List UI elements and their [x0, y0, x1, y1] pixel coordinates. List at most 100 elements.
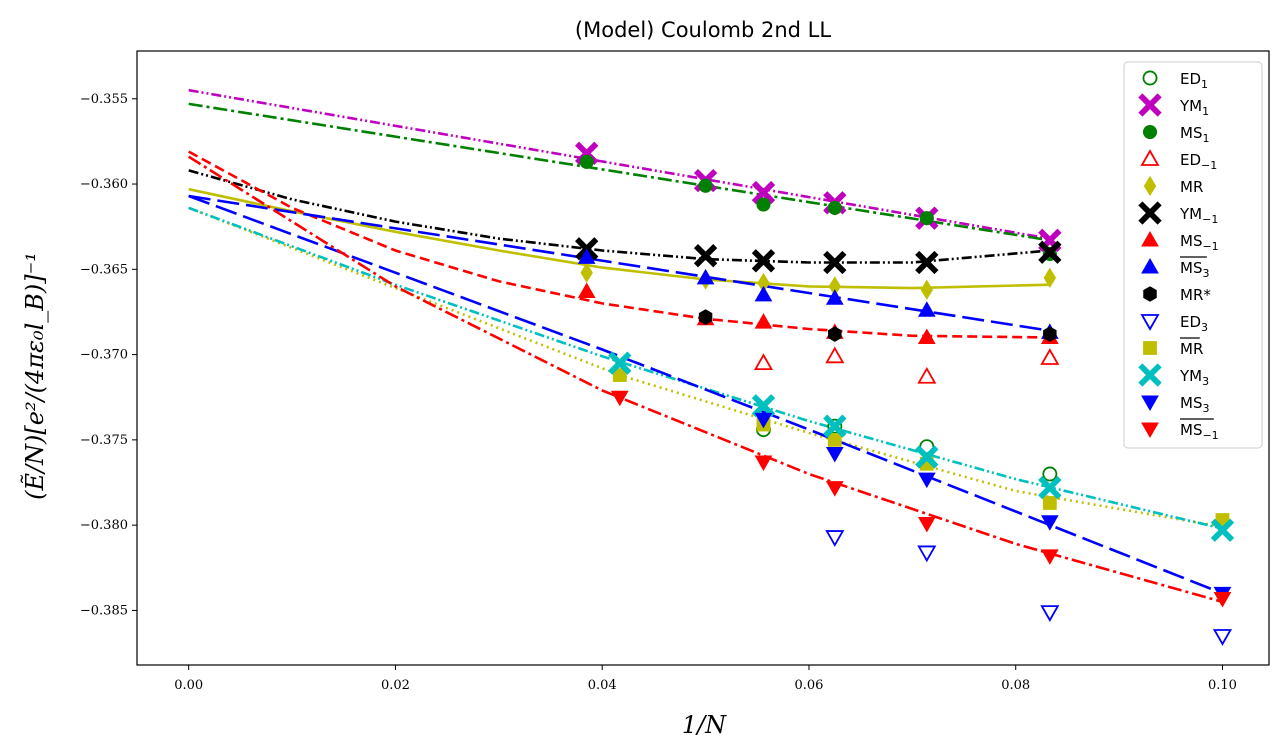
legend-label: MS3: [1180, 259, 1209, 280]
data-point: [917, 545, 937, 563]
series-8: [698, 309, 1057, 342]
data-point: [828, 326, 842, 342]
legend-entry: ED3: [1140, 313, 1208, 334]
legend-marker: [1142, 124, 1158, 140]
data-point: [917, 301, 936, 317]
legend-entry: ED−1: [1140, 149, 1217, 172]
series-13: [610, 390, 1232, 608]
legend-marker: [1143, 175, 1157, 197]
y-tick-label: −0.365: [80, 262, 128, 277]
legend-entry: YM−1: [1138, 201, 1218, 226]
data-point: [753, 353, 774, 371]
legend-label: YM1: [1179, 97, 1209, 118]
data-point: [827, 432, 842, 447]
data-point: [1043, 267, 1057, 289]
data-point: [1040, 348, 1060, 365]
x-axis: 0.00 0.02 0.04 0.06 0.08 0.10: [174, 665, 1237, 693]
legend-marker: [1141, 230, 1159, 247]
x-tick-label: 0.10: [1208, 678, 1237, 693]
data-point: [754, 412, 773, 429]
legend-entry: MS3: [1141, 256, 1209, 280]
legend-entry: ED1: [1142, 70, 1208, 91]
legend-entry: MS1: [1142, 124, 1209, 145]
legend-entry: MS−1: [1141, 230, 1219, 253]
series-1: [575, 141, 1062, 252]
data-point: [754, 313, 773, 329]
series-3: [753, 346, 1060, 384]
data-point: [693, 243, 718, 268]
fit-line-10: [188, 206, 1223, 529]
legend-entry: MS−1: [1141, 418, 1219, 442]
y-tick-label: −0.360: [80, 177, 128, 192]
legend-label: MS−1: [1180, 421, 1219, 442]
data-point: [825, 346, 845, 364]
y-axis-label: (Ẽ/N)[e²/(4πε₀l_B)]⁻¹: [20, 252, 49, 500]
legend-marker: [1143, 341, 1157, 355]
legend-marker: [1141, 257, 1159, 274]
series-6: [577, 282, 1059, 345]
data-point: [1040, 515, 1059, 531]
data-point: [1038, 240, 1062, 264]
data-point: [825, 530, 845, 547]
data-point: [1042, 466, 1058, 482]
series-9: [825, 530, 1233, 646]
data-point: [612, 368, 627, 382]
y-axis: −0.355 −0.360 −0.365 −0.370 −0.375 −0.380 −0.3…: [80, 92, 137, 618]
data-point: [577, 282, 596, 298]
data-point: [823, 250, 847, 275]
data-point: [1038, 475, 1062, 500]
legend-entry: MR: [1143, 175, 1203, 197]
fit-line-1: [188, 88, 1051, 240]
fit-line-6: [188, 150, 1050, 339]
data-point: [827, 200, 842, 215]
data-point: [917, 366, 937, 384]
legend-marker: [1138, 201, 1162, 225]
legend-entry: MS3: [1141, 394, 1209, 415]
data-point: [920, 279, 934, 300]
legend-marker: [1141, 422, 1159, 439]
legend-label: YM3: [1179, 367, 1209, 388]
data-point: [754, 455, 773, 472]
data-point: [751, 180, 776, 205]
legend-label: ED3: [1180, 313, 1208, 334]
data-point: [698, 309, 713, 325]
data-point: [1040, 549, 1059, 565]
legend-entry: YM1: [1138, 93, 1209, 118]
y-tick-label: −0.385: [80, 603, 128, 618]
data-point: [698, 178, 713, 193]
data-point: [825, 289, 844, 305]
data-point: [917, 328, 936, 345]
legend-entry: YM3: [1138, 363, 1209, 388]
legend-label: MS3: [1180, 394, 1209, 415]
data-point: [823, 414, 847, 438]
data-point: [577, 248, 596, 264]
data-point: [1040, 605, 1060, 622]
data-point: [608, 351, 632, 375]
fit-line-7: [188, 194, 1051, 332]
legend-marker: [1142, 70, 1158, 86]
legend-marker: [1138, 363, 1162, 387]
fit-line-12: [188, 194, 1223, 595]
x-axis-label: 1/N: [682, 711, 727, 739]
fit-lines: [188, 88, 1223, 604]
data-point: [825, 447, 844, 463]
fit-line-5: [188, 169, 1050, 264]
data-point: [917, 472, 936, 489]
data-point: [915, 250, 939, 275]
fit-line-13: [188, 155, 1223, 604]
data-point: [580, 262, 593, 283]
series-5: [575, 237, 1062, 275]
series-11: [608, 351, 1235, 542]
y-tick-label: −0.355: [80, 92, 128, 107]
legend-marker: [1141, 395, 1159, 412]
legend-box: [1123, 61, 1263, 449]
chart-title: (Model) Coulomb 2nd LL: [575, 18, 831, 42]
data-point: [915, 445, 939, 469]
data-point: [1210, 518, 1235, 542]
legend-label: MR*: [1180, 286, 1211, 304]
fit-line-2: [188, 102, 1051, 242]
series-0: [756, 418, 1058, 482]
legend-label: MS1: [1180, 124, 1209, 145]
y-tick-label: −0.375: [80, 433, 128, 448]
